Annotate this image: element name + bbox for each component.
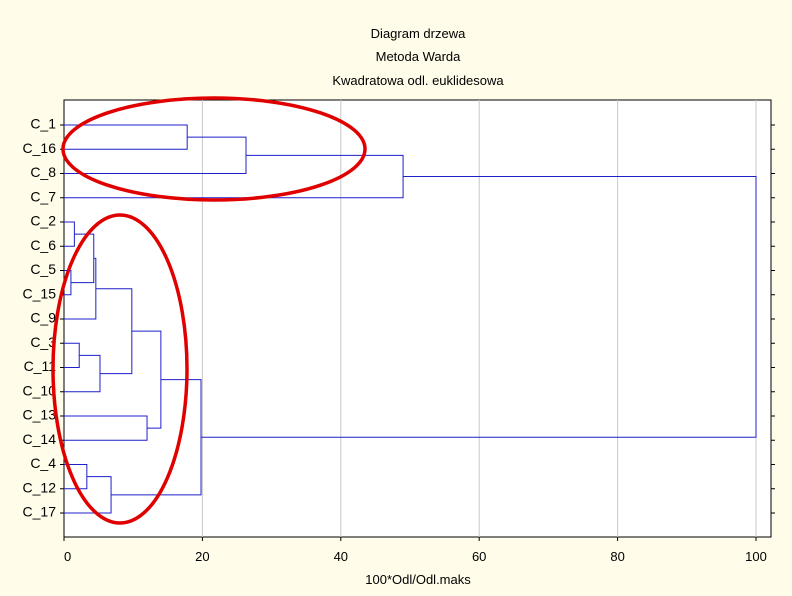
- leaf-label-C_17: C_17: [23, 504, 57, 520]
- x-tick-label-0: 0: [64, 549, 71, 564]
- leaf-label-C_3: C_3: [30, 334, 56, 350]
- chart-title-line-1: Diagram drzewa: [371, 26, 466, 41]
- chart-title-line-3: Kwadratowa odl. euklidesowa: [332, 73, 504, 88]
- axis-ticks: [60, 124, 775, 541]
- x-tick-label-40: 40: [334, 549, 348, 564]
- x-axis-label: 100*Odl/Odl.maks: [365, 572, 471, 587]
- leaf-label-C_12: C_12: [23, 479, 57, 495]
- leaf-label-C_15: C_15: [23, 285, 57, 301]
- leaf-label-C_9: C_9: [30, 310, 56, 326]
- leaf-labels: C_1 C_16 C_8 C_7 C_2 C_6 C_5 C_15 C_9 C_3 C_11 C_10…: [23, 116, 57, 520]
- leaf-label-C_7: C_7: [30, 188, 56, 204]
- branch-merge-16: [201, 176, 757, 438]
- leaf-label-C_14: C_14: [23, 431, 57, 447]
- leaf-label-C_6: C_6: [30, 237, 56, 253]
- annotation-ellipses: [51, 96, 367, 525]
- x-tick-label-60: 60: [472, 549, 486, 564]
- x-tick-label-20: 20: [195, 549, 209, 564]
- leaf-label-C_5: C_5: [30, 261, 56, 277]
- leaf-label-C_4: C_4: [30, 455, 56, 471]
- x-tick-label-80: 80: [610, 549, 624, 564]
- leaf-label-C_16: C_16: [23, 140, 57, 156]
- annotation-ellipse-1: [61, 96, 367, 202]
- x-tick-labels: 020406080100120: [64, 549, 767, 564]
- leaf-label-C_8: C_8: [30, 164, 56, 180]
- x-tick-label-100: 100: [745, 549, 767, 564]
- leaf-label-C_10: C_10: [23, 382, 57, 398]
- chart-title-line-2: Metoda Warda: [376, 49, 462, 64]
- leaf-label-C_13: C_13: [23, 407, 57, 423]
- leaf-label-C_1: C_1: [30, 116, 56, 132]
- dendrogram-branches: [64, 124, 757, 514]
- annotation-ellipse-2: [51, 213, 189, 525]
- leaf-label-C_11: C_11: [24, 358, 57, 374]
- leaf-label-C_2: C_2: [30, 213, 56, 229]
